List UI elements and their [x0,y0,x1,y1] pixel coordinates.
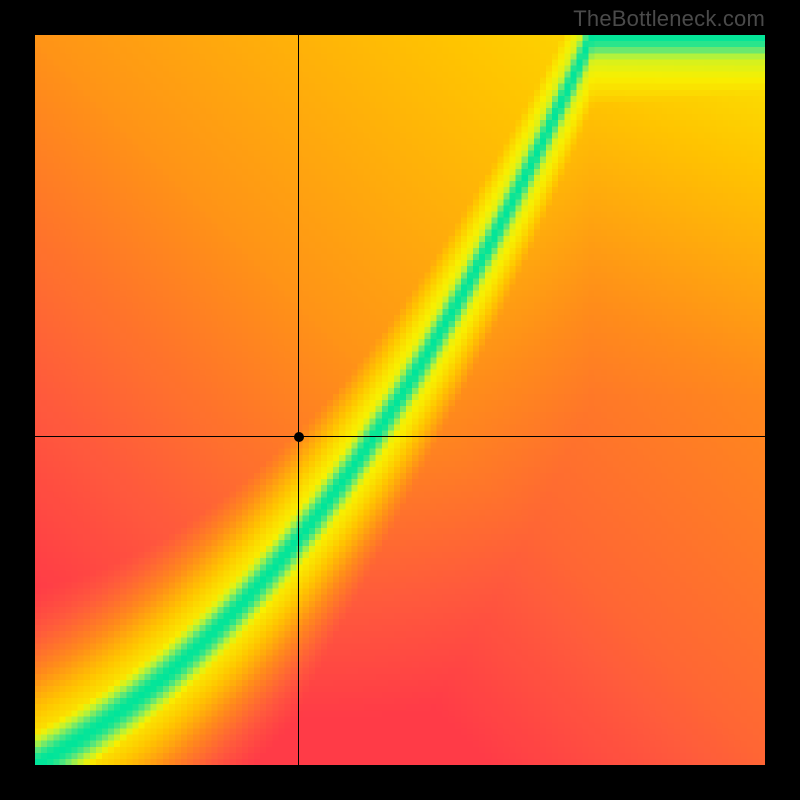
heatmap-canvas [35,35,765,765]
watermark-text: TheBottleneck.com [573,6,765,32]
crosshair-horizontal [35,436,765,437]
stage: TheBottleneck.com [0,0,800,800]
crosshair-vertical [298,35,299,765]
heatmap-plot [35,35,765,765]
crosshair-point [294,432,304,442]
